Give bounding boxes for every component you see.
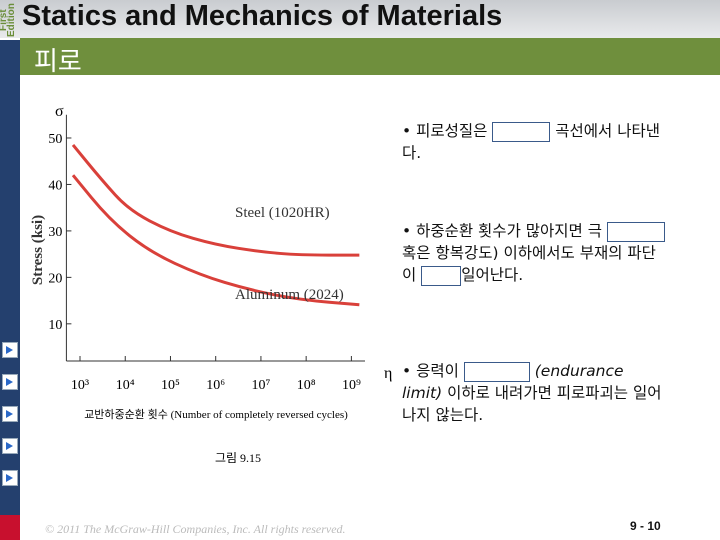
x-tick-label: 10⁸	[297, 378, 316, 393]
text: 하중순환 횟수가 많아지면 극	[416, 222, 602, 240]
y-tick-label: 20	[48, 271, 62, 286]
y-tick-label: 10	[48, 318, 62, 333]
nav-button[interactable]	[2, 470, 18, 486]
y-tick-label: 40	[48, 178, 62, 193]
logo	[0, 515, 20, 540]
text: 응력이	[416, 362, 459, 380]
series-label: Aluminum (2024)	[235, 287, 344, 303]
blank	[492, 121, 551, 142]
caption: 그림 9.15	[215, 451, 261, 465]
text: 이하로 내려가면 피로파괴는 일어나지 않는다.	[402, 384, 662, 424]
series-line	[71, 174, 360, 307]
bullet: • 하중순환 횟수가 많아지면 극 혹은 항복강도) 이하에서도 부재의 파단이…	[402, 220, 667, 286]
nav-button[interactable]	[2, 374, 18, 390]
series-line	[71, 143, 360, 257]
x-tick-label: 10⁷	[251, 378, 270, 393]
bullet: • 응력이 (endurance limit) 이하로 내려가면 피로파괴는 일…	[402, 361, 662, 424]
y-axis-label: Stress (ksi)	[30, 215, 46, 285]
text: 피로성질은	[416, 122, 488, 140]
y-symbol: σ	[55, 103, 64, 120]
subtitle-bar	[20, 38, 720, 75]
nav-button[interactable]	[2, 406, 18, 422]
x-tick-label: 10⁵	[161, 378, 180, 393]
text: 일어난다.	[461, 266, 524, 284]
title: Statics and Mechanics of Materials	[22, 0, 503, 32]
x-symbol: η	[384, 365, 392, 382]
y-tick-label: 30	[48, 225, 62, 240]
copyright: © 2011 The McGraw-Hill Companies, Inc. A…	[45, 522, 346, 536]
blank	[463, 361, 530, 382]
x-tick-label: 10⁴	[116, 378, 135, 393]
text: 곡선에서 나타낸다.	[402, 122, 661, 162]
nav-button[interactable]	[2, 342, 18, 358]
y-tick-label: 50	[48, 132, 62, 147]
chart-bg	[20, 100, 388, 510]
series-label: Steel (1020HR)	[235, 205, 330, 221]
x-tick-label: 10⁹	[342, 378, 361, 393]
x-axis-label: 교반하중순환 횟수 (Number of completely reversed…	[84, 407, 348, 421]
top-bar	[0, 0, 720, 38]
page-number: 9 - 10	[630, 519, 661, 533]
x-tick-label: 10³	[71, 378, 89, 393]
x-tick-label: 10⁶	[206, 378, 225, 393]
text: (endurance limit)	[402, 362, 624, 402]
bullet: • 피로성질은 곡선에서 나타낸다.	[402, 121, 661, 162]
blank	[421, 265, 462, 286]
nav-button[interactable]	[2, 438, 18, 454]
text: 혹은 항복강도) 이하에서도 부재의 파단이	[402, 244, 656, 284]
subtitle: 피로	[34, 47, 82, 77]
blank	[606, 221, 665, 242]
